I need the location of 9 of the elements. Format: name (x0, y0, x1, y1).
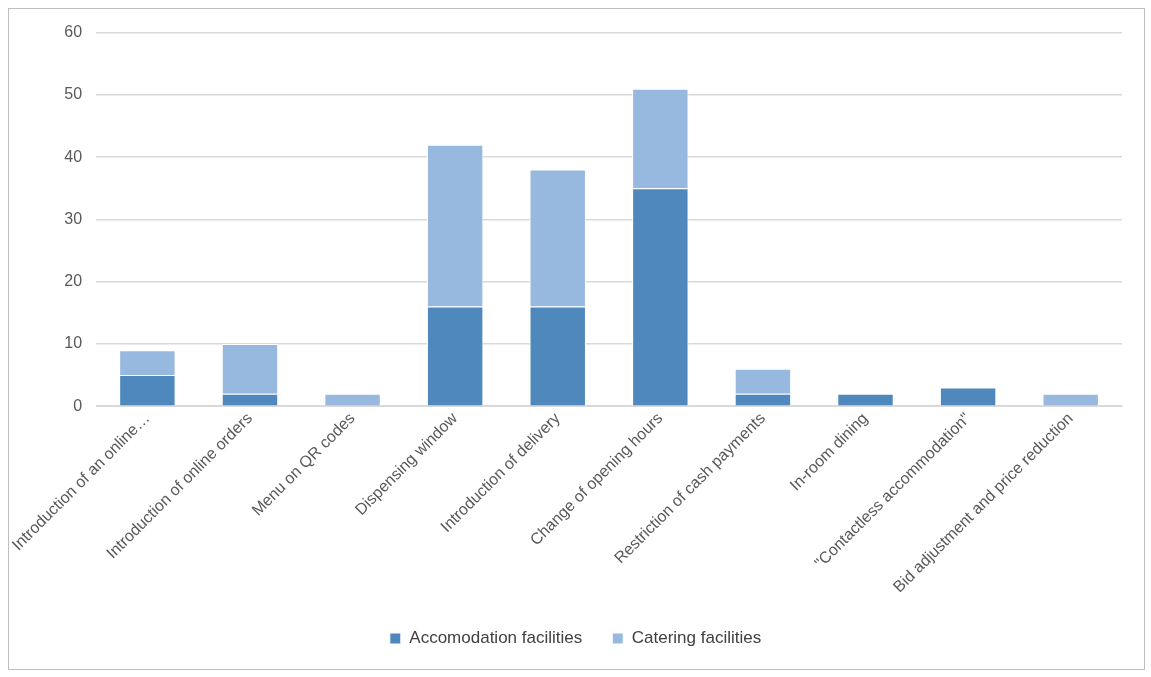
y-tick-label: 40 (64, 147, 83, 165)
y-tick-label: 10 (64, 334, 83, 352)
y-tick-label: 50 (64, 85, 83, 103)
y-tick-label: 60 (64, 23, 83, 41)
y-tick-label: 30 (64, 209, 83, 227)
legend-label: Accomodation facilities (409, 628, 583, 648)
legend-label: Catering facilities (631, 628, 762, 648)
y-tick-label: 20 (64, 272, 83, 290)
y-tick-label: 0 (73, 396, 83, 414)
